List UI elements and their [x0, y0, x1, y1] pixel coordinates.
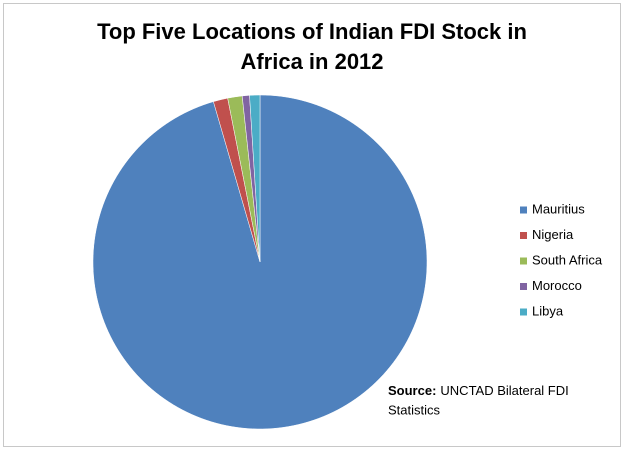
source-label: Source:: [388, 383, 436, 398]
legend-swatch: [520, 206, 527, 214]
legend-label: Nigeria: [532, 227, 574, 242]
legend-label: Libya: [532, 303, 564, 318]
source-text: Statistics: [388, 402, 441, 417]
legend-swatch: [520, 232, 527, 239]
source-text: UNCTAD Bilateral FDI: [440, 383, 568, 398]
legend-swatch: [520, 283, 527, 290]
chart-title: Top Five Locations of Indian FDI Stock i…: [97, 19, 527, 44]
legend-label: Morocco: [532, 278, 582, 293]
legend-label: South Africa: [532, 252, 603, 267]
legend-swatch: [520, 308, 527, 316]
source-note: Source: UNCTAD Bilateral FDI: [388, 383, 569, 398]
legend-swatch: [520, 257, 527, 265]
chart-title: Africa in 2012: [240, 49, 383, 74]
legend-label: Mauritius: [532, 201, 585, 216]
pie-slice: [249, 94, 261, 263]
